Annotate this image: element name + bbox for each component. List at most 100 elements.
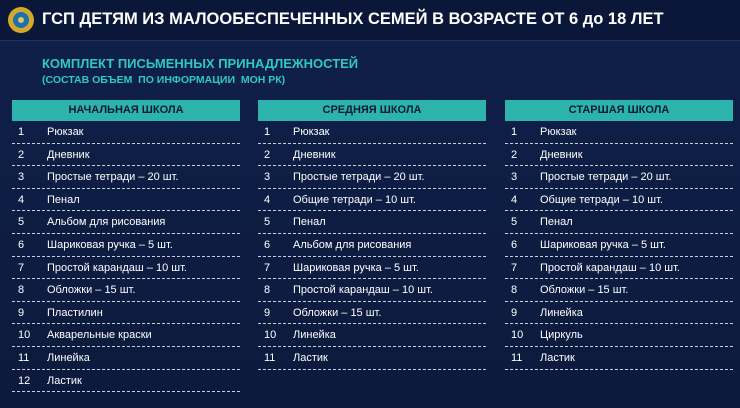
item-number: 8	[18, 284, 25, 297]
list-row: 5 Альбом для рисования	[12, 211, 240, 234]
list-row: 2 Дневник	[12, 144, 240, 167]
list-row: 2 Дневник	[505, 144, 733, 167]
list-row: 11 Ластик	[258, 347, 486, 370]
item-number: 10	[18, 329, 31, 342]
column-header: СТАРШАЯ ШКОЛА	[505, 100, 733, 121]
title: ГСП ДЕТЯМ ИЗ МАЛООБЕСПЕЧЕННЫХ СЕМЕЙ В ВО…	[42, 10, 664, 28]
list-row: 11 Линейка	[12, 347, 240, 370]
subtitle: КОМПЛЕКТ ПИСЬМЕННЫХ ПРИНАДЛЕЖНОСТЕЙ	[42, 56, 359, 71]
item-name: Рюкзак	[540, 126, 577, 138]
list-row: 5 Пенал	[505, 211, 733, 234]
item-number: 5	[18, 216, 25, 229]
list-row: 6 Альбом для рисования	[258, 234, 486, 257]
item-name: Ластик	[540, 351, 575, 364]
item-number: 5	[264, 216, 271, 229]
column-header: СРЕДНЯЯ ШКОЛА	[258, 100, 486, 121]
item-number: 7	[264, 261, 271, 274]
list-row: 12 Ластик	[12, 370, 240, 393]
item-number: 11	[18, 351, 30, 364]
item-name: Дневник	[293, 148, 336, 161]
item-name: Линейка	[540, 306, 583, 319]
item-number: 6	[511, 238, 518, 251]
list-row: 8 Простой карандаш – 10 шт.	[258, 279, 486, 302]
item-name: Обложки – 15 шт.	[540, 284, 629, 297]
item-number: 4	[511, 193, 518, 206]
school-column: СТАРШАЯ ШКОЛА 1 Рюкзак 2 Дневник 3 Простые тет…	[505, 100, 733, 370]
list-row: 7 Простой карандаш – 10 шт.	[505, 257, 733, 280]
item-name: Ластик	[47, 374, 82, 387]
item-number: 9	[18, 306, 25, 319]
item-name: Дневник	[47, 148, 90, 161]
list-row: 6 Шариковая ручка – 5 шт.	[12, 234, 240, 257]
list-row: 1 Рюкзак	[505, 121, 733, 144]
list-row: 3 Простые тетради – 20 шт.	[258, 166, 486, 189]
list-row: 3 Простые тетради – 20 шт.	[12, 166, 240, 189]
item-name: Акварельные краски	[47, 329, 152, 342]
list-row: 5 Пенал	[258, 211, 486, 234]
item-number: 6	[264, 238, 271, 251]
item-name: Простой карандаш – 10 шт.	[293, 284, 433, 297]
item-name: Дневник	[540, 148, 583, 161]
item-name: Пенал	[47, 193, 80, 206]
list-row: 1 Рюкзак	[12, 121, 240, 144]
list-row: 9 Обложки – 15 шт.	[258, 302, 486, 325]
item-number: 3	[511, 171, 518, 184]
item-name: Альбом для рисования	[47, 216, 166, 229]
list-row: 9 Пластилин	[12, 302, 240, 325]
item-number: 2	[511, 148, 518, 161]
item-number: 11	[511, 351, 523, 364]
item-name: Простые тетради – 20 шт.	[47, 171, 179, 184]
item-number: 1	[264, 126, 271, 138]
item-number: 1	[18, 126, 25, 138]
item-name: Обложки – 15 шт.	[47, 284, 136, 297]
item-number: 9	[264, 306, 271, 319]
item-name: Общие тетради – 10 шт.	[293, 193, 416, 206]
list-row: 4 Общие тетради – 10 шт.	[505, 189, 733, 212]
list-row: 4 Общие тетради – 10 шт.	[258, 189, 486, 212]
item-name: Простой карандаш – 10 шт.	[540, 261, 680, 274]
list-row: 9 Линейка	[505, 302, 733, 325]
item-name: Шариковая ручка – 5 шт.	[293, 261, 419, 274]
item-name: Ластик	[293, 351, 328, 364]
item-number: 4	[18, 193, 25, 206]
item-name: Рюкзак	[293, 126, 330, 138]
item-name: Пластилин	[47, 306, 103, 319]
item-number: 7	[511, 261, 518, 274]
item-name: Пенал	[293, 216, 326, 229]
item-name: Линейка	[293, 329, 336, 342]
item-number: 1	[511, 126, 518, 138]
list-row: 11 Ластик	[505, 347, 733, 370]
item-name: Шариковая ручка – 5 шт.	[540, 238, 666, 251]
item-number: 3	[264, 171, 271, 184]
item-name: Циркуль	[540, 329, 583, 342]
item-number: 10	[264, 329, 277, 342]
list-row: 10 Акварельные краски	[12, 324, 240, 347]
item-name: Простые тетради – 20 шт.	[293, 171, 425, 184]
item-name: Шариковая ручка – 5 шт.	[47, 238, 173, 251]
item-name: Простые тетради – 20 шт.	[540, 171, 672, 184]
item-name: Рюкзак	[47, 126, 84, 138]
school-column: СРЕДНЯЯ ШКОЛА 1 Рюкзак 2 Дневник 3 Простые тет…	[258, 100, 486, 370]
item-name: Линейка	[47, 351, 90, 364]
list-row: 2 Дневник	[258, 144, 486, 167]
school-column: НАЧАЛЬНАЯ ШКОЛА 1 Рюкзак 2 Дневник 3 Простые т…	[12, 100, 240, 393]
item-number: 6	[18, 238, 25, 251]
list-row: 10 Циркуль	[505, 324, 733, 347]
list-row: 1 Рюкзак	[258, 121, 486, 144]
item-number: 9	[511, 306, 518, 319]
subtitle-note: (СОСТАВ ОБЪЕМ ПО ИНФОРМАЦИИ МОН РК)	[42, 74, 286, 86]
item-number: 8	[264, 284, 271, 297]
list-row: 3 Простые тетради – 20 шт.	[505, 166, 733, 189]
item-number: 12	[18, 374, 31, 387]
item-number: 5	[511, 216, 518, 229]
column-header: НАЧАЛЬНАЯ ШКОЛА	[12, 100, 240, 121]
list-row: 7 Шариковая ручка – 5 шт.	[258, 257, 486, 280]
item-name: Обложки – 15 шт.	[293, 306, 382, 319]
emblem	[8, 7, 34, 33]
list-row: 4 Пенал	[12, 189, 240, 212]
item-name: Простой карандаш – 10 шт.	[47, 261, 187, 274]
item-number: 3	[18, 171, 25, 184]
item-number: 8	[511, 284, 518, 297]
item-name: Альбом для рисования	[293, 238, 412, 251]
